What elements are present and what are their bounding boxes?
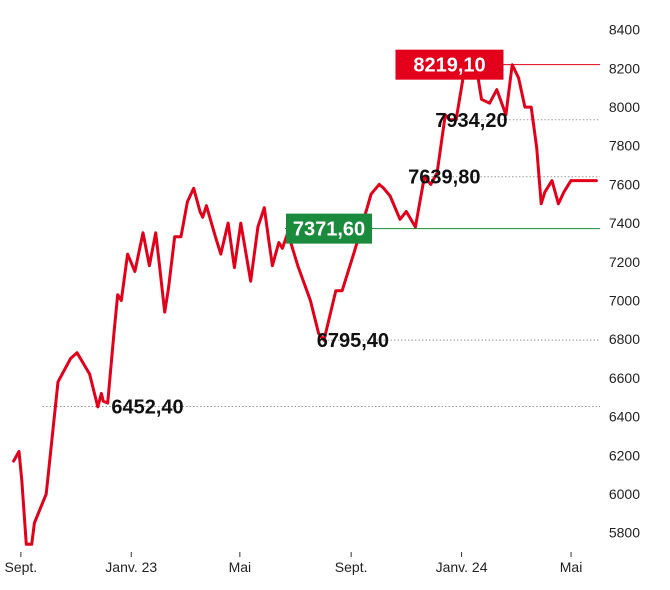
- annotation-label: 7639,80: [408, 167, 480, 189]
- y-tick-label: 6200: [609, 447, 640, 463]
- y-tick-label: 7400: [609, 215, 640, 231]
- annotation-label: 6452,40: [111, 396, 183, 418]
- y-tick-label: 6800: [609, 331, 640, 347]
- y-tick-label: 7800: [609, 138, 640, 154]
- annotation-label: 6795,40: [317, 330, 389, 352]
- y-tick-label: 6600: [609, 370, 640, 386]
- y-tick-label: 7000: [609, 293, 640, 309]
- annotation-label: 8219,10: [413, 55, 485, 77]
- annotation-box: [285, 213, 372, 244]
- x-tick-label: Janv. 23: [105, 559, 157, 575]
- annotation-label: 7371,60: [293, 219, 365, 241]
- annotation-box: [395, 49, 504, 80]
- y-tick-label: 8000: [609, 99, 640, 115]
- y-tick-label: 7600: [609, 176, 640, 192]
- series-line: [12, 63, 598, 546]
- x-tick-label: Mai: [229, 559, 252, 575]
- y-tick-label: 6400: [609, 409, 640, 425]
- x-tick-label: Mai: [560, 559, 583, 575]
- y-tick-label: 6000: [609, 486, 640, 502]
- y-axis-ticks: 5800 6000 6200 6400 6600 6800 7000 7200 7400 7600…: [609, 22, 640, 541]
- y-tick-label: 8200: [609, 60, 640, 76]
- y-tick-label: 7200: [609, 254, 640, 270]
- annotation-label: 7934,20: [435, 110, 507, 132]
- x-axis: Sept. Janv. 23 Mai Sept. Janv. 24 Mai: [5, 552, 583, 575]
- x-tick-label: Sept.: [335, 559, 368, 575]
- x-tick-label: Janv. 24: [436, 559, 488, 575]
- annotation-labels: 8219,10 7934,20 7639,80 7371,60 6795,40 6452,…: [111, 49, 508, 418]
- y-tick-label: 5800: [609, 525, 640, 541]
- y-tick-label: 8400: [609, 22, 640, 38]
- x-tick-label: Sept.: [5, 559, 38, 575]
- annotation-badge: 8219,10: [395, 49, 504, 80]
- series-group: [12, 63, 598, 546]
- annotation-badge: 7371,60: [285, 213, 372, 244]
